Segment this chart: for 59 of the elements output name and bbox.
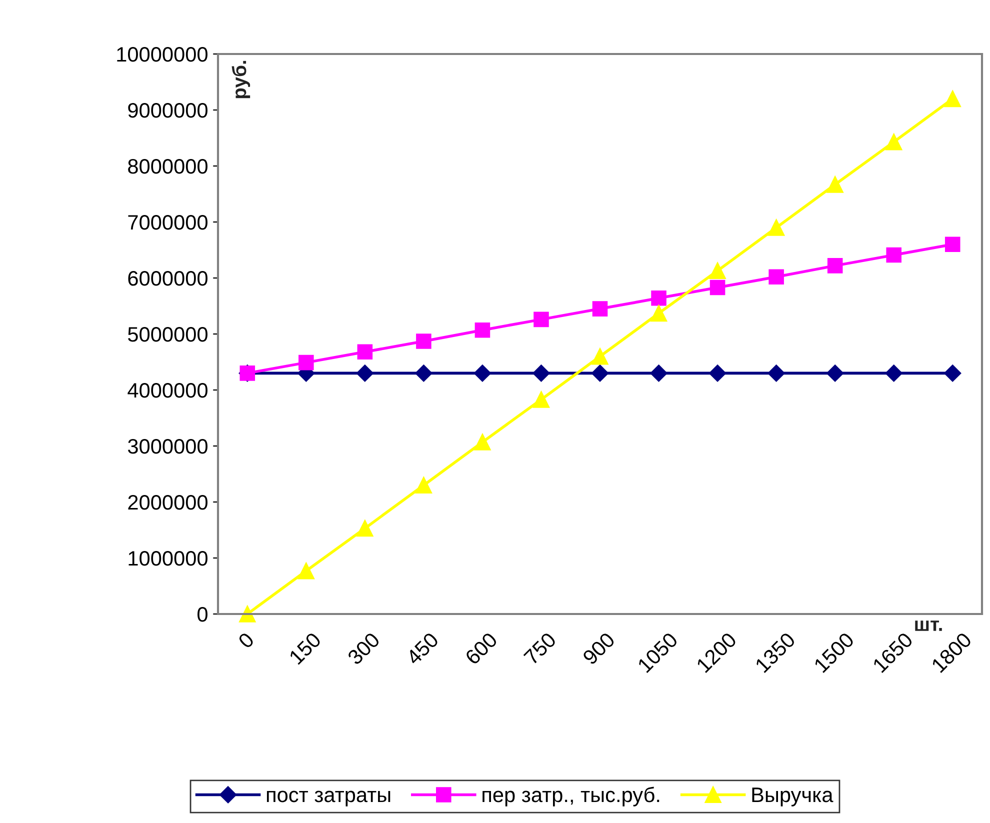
point [826, 176, 844, 193]
y-tick-label: 6000000 [128, 271, 208, 286]
point [474, 322, 490, 338]
y-tick-label: 8000000 [128, 159, 208, 174]
point [416, 334, 432, 349]
point [768, 219, 785, 236]
point [650, 304, 668, 322]
point [357, 344, 373, 360]
x-tick-label: 600 [464, 632, 498, 666]
point [944, 236, 960, 252]
point [474, 434, 491, 450]
point [415, 476, 432, 494]
point [708, 364, 726, 382]
point [592, 301, 608, 316]
point [298, 354, 314, 370]
y-tick-label: 1000000 [128, 551, 208, 566]
point [239, 606, 256, 622]
point [356, 520, 374, 537]
point [532, 391, 550, 408]
y-axis-title: руб. [232, 60, 250, 98]
point [651, 290, 666, 306]
point [944, 364, 962, 382]
point [885, 364, 902, 382]
point [768, 364, 785, 382]
x-tick-label: 300 [346, 632, 381, 666]
y-tick-label: 9000000 [128, 103, 208, 118]
y-tick-label: 5000000 [128, 327, 208, 342]
point [886, 134, 902, 150]
x-tick-label: 0 [237, 632, 255, 650]
y-tick-label: 4000000 [128, 383, 208, 398]
point [710, 280, 726, 296]
x-tick-label: 450 [405, 632, 440, 666]
point [826, 364, 844, 382]
x-tick-label: 900 [582, 632, 616, 666]
point [591, 364, 609, 382]
x-axis-title: шт. [915, 620, 942, 631]
point [474, 364, 492, 382]
point [827, 258, 843, 274]
legend-label: пер затр., тыс.руб. [482, 786, 660, 806]
y-tick-label: 0 [198, 607, 208, 622]
x-tick-label: 750 [523, 632, 557, 666]
point [709, 262, 726, 280]
y-tick-label: 10000000 [117, 47, 208, 62]
y-tick-label: 3000000 [128, 439, 208, 454]
legend-label: пост затраты [266, 790, 390, 806]
point [650, 364, 668, 382]
legend-label: Выручка [752, 788, 834, 806]
point [886, 247, 902, 263]
point [534, 312, 549, 328]
y-tick-label: 2000000 [128, 495, 208, 510]
y-tick-label: 7000000 [128, 215, 208, 230]
point [768, 269, 784, 285]
point [944, 90, 961, 108]
point [356, 364, 374, 382]
point [298, 562, 314, 580]
x-tick-label: 150 [288, 632, 322, 665]
point [532, 364, 550, 382]
point [415, 364, 432, 382]
point [592, 348, 608, 365]
